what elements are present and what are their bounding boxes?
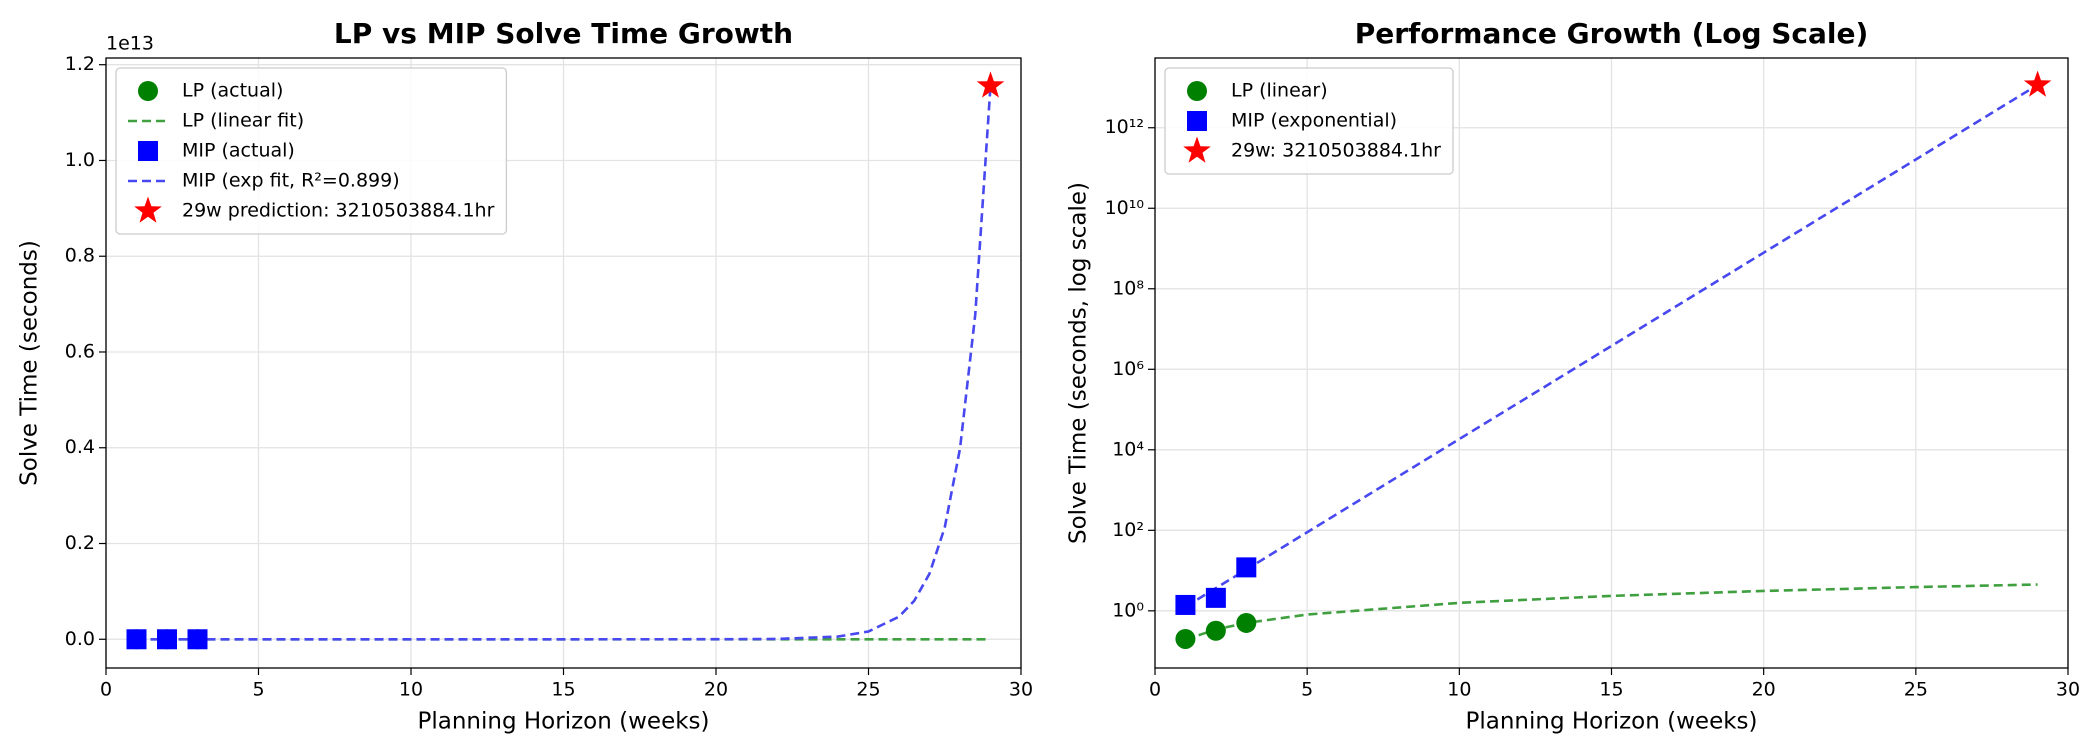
x-tick-label: 10 — [399, 679, 423, 701]
x-tick-label: 10 — [1447, 679, 1471, 701]
x-tick-label: 25 — [1904, 679, 1928, 701]
y-tick-label: 10⁰ — [1112, 599, 1144, 621]
legend-label: 29w prediction: 3210503884.1hr — [182, 200, 495, 222]
legend-label: LP (actual) — [182, 80, 283, 102]
legend-label: MIP (exponential) — [1231, 110, 1397, 132]
point — [1175, 594, 1196, 615]
x-tick-label: 25 — [856, 679, 880, 701]
y-axis-label: Solve Time (seconds, log scale) — [1066, 182, 1092, 544]
point — [1236, 557, 1257, 578]
x-tick-label: 20 — [1752, 679, 1776, 701]
chart: 0 5 10 15 20 25 30 0.0 0.2 0.4 0.6 0.8 1.0 1.2 1e13 LP … — [17, 17, 1034, 735]
point — [1205, 587, 1226, 608]
point — [2023, 70, 2052, 97]
legend: LP (actual) LP (linear fit) MIP (actual) MI… — [115, 67, 508, 235]
legend-label: LP (linear fit) — [182, 110, 304, 132]
x-tick-label: 30 — [2056, 679, 2080, 701]
x-tick-label: 30 — [1009, 679, 1033, 701]
y-axis-label: Solve Time (seconds) — [17, 240, 43, 486]
x-tick-label: 15 — [1599, 679, 1623, 701]
y-tick-label: 0.8 — [65, 245, 95, 267]
point — [1187, 111, 1207, 131]
legend-box — [115, 67, 508, 235]
point — [1183, 136, 1211, 163]
x-tick-label: 0 — [100, 679, 112, 701]
point — [126, 629, 147, 650]
y-tick-label: 0.4 — [65, 436, 95, 458]
markers — [1175, 70, 2052, 649]
plot-area — [1184, 83, 2039, 641]
y-tick-label: 10¹² — [1105, 116, 1144, 138]
y-tick-label: 1.2 — [65, 53, 95, 75]
x-tick-label: 5 — [252, 679, 264, 701]
fit-line — [1185, 583, 2038, 641]
axes-frame — [1154, 57, 2069, 669]
point — [138, 141, 158, 161]
y-tick-label: 1.0 — [65, 149, 95, 171]
point — [1236, 612, 1257, 633]
point — [134, 196, 162, 223]
chart-title: LP vs MIP Solve Time Growth — [334, 17, 793, 50]
legend-label: LP (linear) — [1231, 80, 1328, 102]
y-offset-label: 1e13 — [106, 33, 154, 55]
x-tick-label: 0 — [1149, 679, 1161, 701]
plot-area — [136, 85, 992, 641]
y-tick-label: 10⁶ — [1112, 358, 1144, 380]
point — [976, 71, 1005, 98]
x-axis-label: Planning Horizon (weeks) — [1466, 709, 1758, 735]
x-tick-label: 15 — [551, 679, 575, 701]
markers — [126, 71, 1005, 650]
axes-frame — [105, 57, 1022, 669]
point — [187, 629, 208, 650]
y-tick-label: 10⁸ — [1112, 277, 1144, 299]
x-axis-label: Planning Horizon (weeks) — [418, 709, 710, 735]
point — [1205, 620, 1226, 641]
y-tick-label: 0.6 — [65, 340, 95, 362]
fit-line — [136, 85, 992, 641]
y-tick-label: 10⁴ — [1112, 438, 1144, 460]
legend-label: 29w: 3210503884.1hr — [1231, 140, 1441, 162]
y-tick-label: 10² — [1112, 519, 1144, 541]
fit-line — [1184, 83, 2039, 608]
legend-label: MIP (actual) — [182, 140, 295, 162]
y-tick-label: 0.0 — [65, 628, 95, 650]
y-tick-label: 10¹⁰ — [1105, 197, 1144, 219]
point — [1175, 628, 1196, 649]
chart: 0 5 10 15 20 25 30 10⁰ 10² 10⁴ 10⁶ 10⁸ 10¹⁰ 10¹² Perfo… — [1066, 17, 2081, 735]
point — [1187, 81, 1207, 101]
x-tick-label: 20 — [704, 679, 728, 701]
legend: LP (linear) MIP (exponential) 29w: 3210503… — [1164, 67, 1454, 175]
legend-box — [1164, 67, 1454, 175]
chart-title: Performance Growth (Log Scale) — [1355, 17, 1869, 50]
y-tick-label: 0.2 — [65, 532, 95, 554]
legend-label: MIP (exp fit, R²=0.899) — [182, 170, 400, 192]
point — [138, 81, 158, 101]
x-tick-label: 5 — [1301, 679, 1313, 701]
point — [157, 629, 177, 650]
